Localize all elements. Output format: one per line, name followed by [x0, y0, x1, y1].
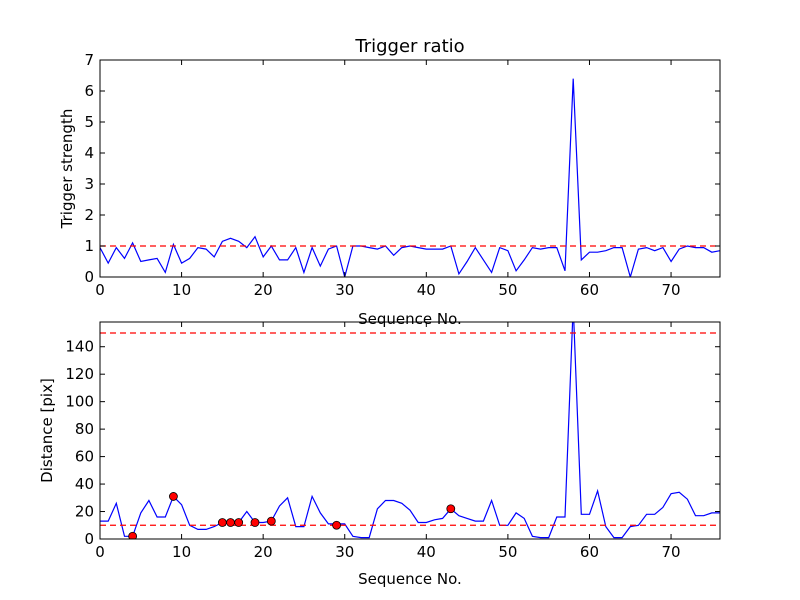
y-tick-label: 20 — [75, 503, 94, 521]
trigger-ratio-panel: Trigger ratio Sequence No. Trigger stren… — [58, 36, 721, 328]
x-tick-label: 50 — [498, 281, 517, 299]
y-tick-label: 1 — [84, 237, 94, 255]
marker-point — [128, 531, 138, 539]
marker-point — [226, 518, 235, 527]
y-tick-label: 5 — [84, 113, 94, 131]
y-tick-label: 0 — [84, 268, 94, 286]
y-tick-label: 7 — [84, 51, 94, 69]
x-tick-label: 10 — [172, 281, 191, 299]
x-tick-label: 70 — [662, 281, 681, 299]
x-tick-label: 30 — [335, 543, 354, 561]
x-tick-label: 60 — [580, 543, 599, 561]
y-tick-label: 3 — [84, 175, 94, 193]
x-axis-label: Sequence No. — [358, 570, 462, 588]
y-axis-label: Distance [pix] — [38, 378, 56, 483]
y-tick-label: 80 — [75, 420, 94, 438]
x-tick-label: 10 — [172, 543, 191, 561]
x-axis-label: Sequence No. — [358, 310, 462, 328]
x-tick-label: 20 — [254, 543, 273, 561]
plot-area — [100, 322, 720, 539]
plot-frame — [99, 59, 721, 278]
series-line — [100, 322, 720, 539]
distance-panel: Sequence No. Distance [pix] 0 10 20 30 40 50 6… — [38, 321, 721, 588]
axis-ticks: 0 10 20 30 40 50 60 70 0 20 40 60 80 100 120 140 — [65, 322, 720, 561]
marker-point — [169, 492, 178, 501]
x-tick-label: 40 — [417, 281, 436, 299]
y-tick-label: 2 — [84, 206, 94, 224]
y-tick-label: 120 — [65, 365, 94, 383]
x-tick-label: 0 — [95, 543, 105, 561]
x-tick-label: 0 — [95, 281, 105, 299]
marker-point — [234, 518, 244, 527]
y-tick-label: 60 — [75, 448, 94, 466]
x-tick-label: 60 — [580, 281, 599, 299]
plot-frame — [99, 321, 721, 540]
marker-point — [446, 504, 456, 514]
marker-point — [250, 518, 260, 527]
x-tick-label: 50 — [498, 543, 517, 561]
y-tick-label: 140 — [65, 338, 94, 356]
x-tick-label: 30 — [335, 281, 354, 299]
chart-title: Trigger ratio — [354, 36, 464, 57]
axis-ticks: 0 10 20 30 40 50 60 70 0 1 2 3 4 5 6 7 — [84, 51, 720, 299]
y-tick-label: 40 — [75, 475, 94, 493]
y-axis-label: Trigger strength — [58, 109, 76, 230]
x-tick-label: 40 — [417, 543, 436, 561]
marker-point — [217, 518, 227, 527]
y-tick-label: 0 — [84, 530, 94, 548]
x-tick-label: 70 — [662, 543, 681, 561]
marker-point — [266, 516, 276, 526]
y-tick-label: 100 — [65, 393, 94, 411]
plot-area — [100, 78, 720, 277]
y-tick-label: 6 — [84, 82, 94, 100]
x-tick-label: 20 — [254, 281, 273, 299]
marker-point — [332, 520, 341, 530]
series-line — [100, 78, 720, 277]
y-tick-label: 4 — [84, 144, 94, 162]
